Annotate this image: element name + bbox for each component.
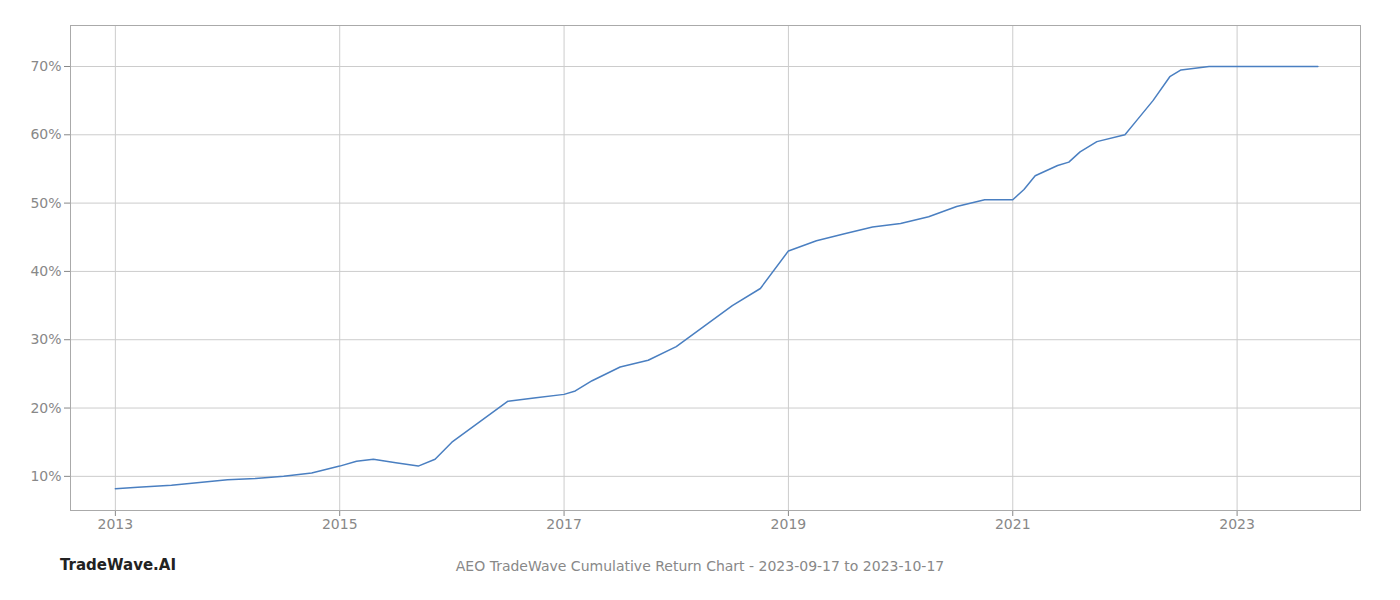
svg-text:60%: 60% — [30, 126, 61, 142]
svg-text:2021: 2021 — [995, 516, 1031, 532]
svg-text:2017: 2017 — [546, 516, 582, 532]
svg-text:2013: 2013 — [98, 516, 134, 532]
svg-text:2023: 2023 — [1219, 516, 1255, 532]
svg-text:30%: 30% — [30, 331, 61, 347]
svg-text:2015: 2015 — [322, 516, 358, 532]
svg-text:10%: 10% — [30, 468, 61, 484]
html-text:AEO TradeWave Cumulative Retur: AEO TradeWave Cumulative Return Chart - … — [455, 558, 945, 574]
svg-text:50%: 50% — [30, 195, 61, 211]
svg-text:40%: 40% — [30, 263, 61, 279]
svg-text:20%: 20% — [30, 400, 61, 416]
svg-text:2019: 2019 — [771, 516, 807, 532]
html-text:TradeWave.AI: TradeWave.AI — [60, 556, 176, 574]
svg-text:70%: 70% — [30, 58, 61, 74]
